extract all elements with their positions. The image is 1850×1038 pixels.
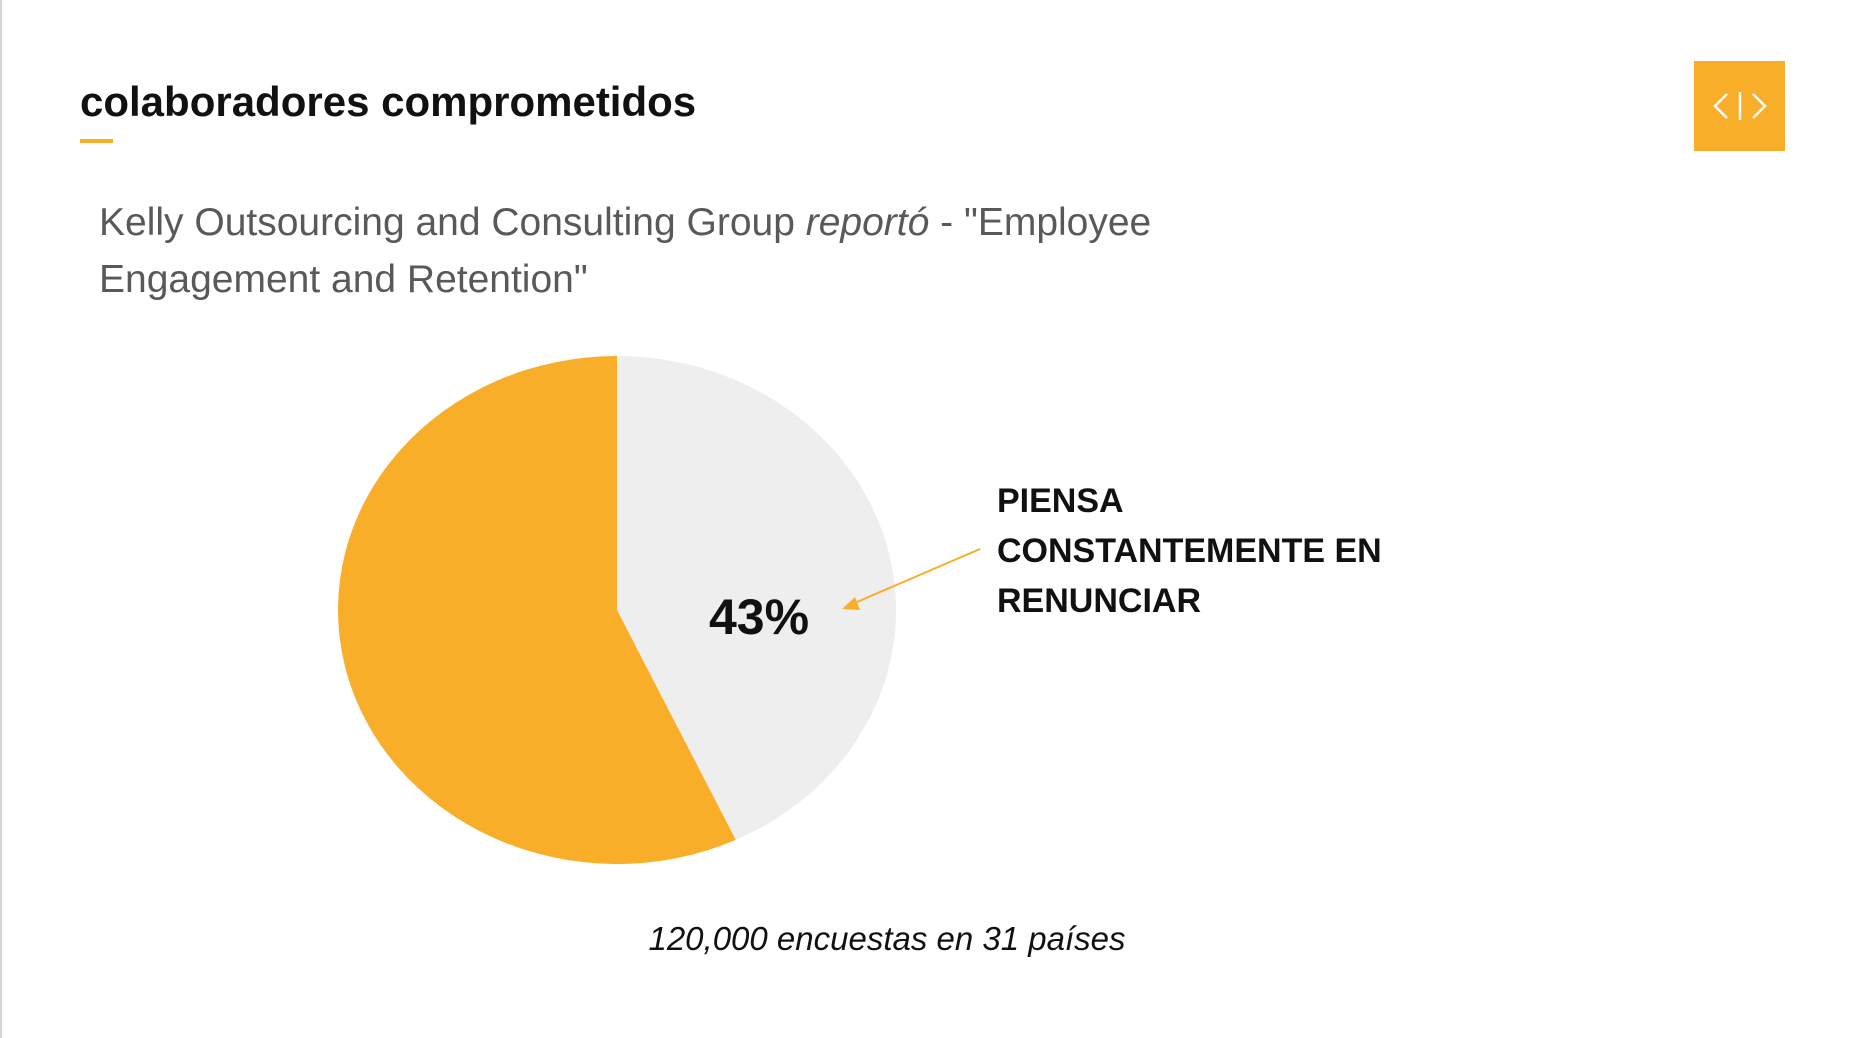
callout-line-1: PIENSA [997,482,1124,520]
title-underline [80,139,113,143]
callout-arrow-line [849,548,981,606]
subtitle-source: Kelly Outsourcing and Consulting Group [99,201,806,244]
subtitle: Kelly Outsourcing and Consulting Group r… [99,194,1299,308]
callout-line-2: CONSTANTEMENTE EN [997,532,1382,570]
slide-title: colaboradores comprometidos [80,78,697,125]
code-brackets-icon [1712,92,1767,120]
pie-slice-1 [617,356,897,840]
footnote: 120,000 encuestas en 31 países [648,920,1126,957]
callout-arrow-head [842,597,860,610]
callout-text: PIENSA CONSTANTEMENTE EN RENUNCIAR [997,476,1382,626]
callout-line-3: RENUNCIAR [997,582,1201,620]
subtitle-report: - "Employee Engagement and Retention" [99,201,1152,301]
pie-slice-2 [338,356,736,864]
subtitle-verb: reportó [805,201,930,244]
pie-slices [338,356,897,864]
pie-slice-label: 43% [709,589,809,645]
logo [1694,61,1785,151]
